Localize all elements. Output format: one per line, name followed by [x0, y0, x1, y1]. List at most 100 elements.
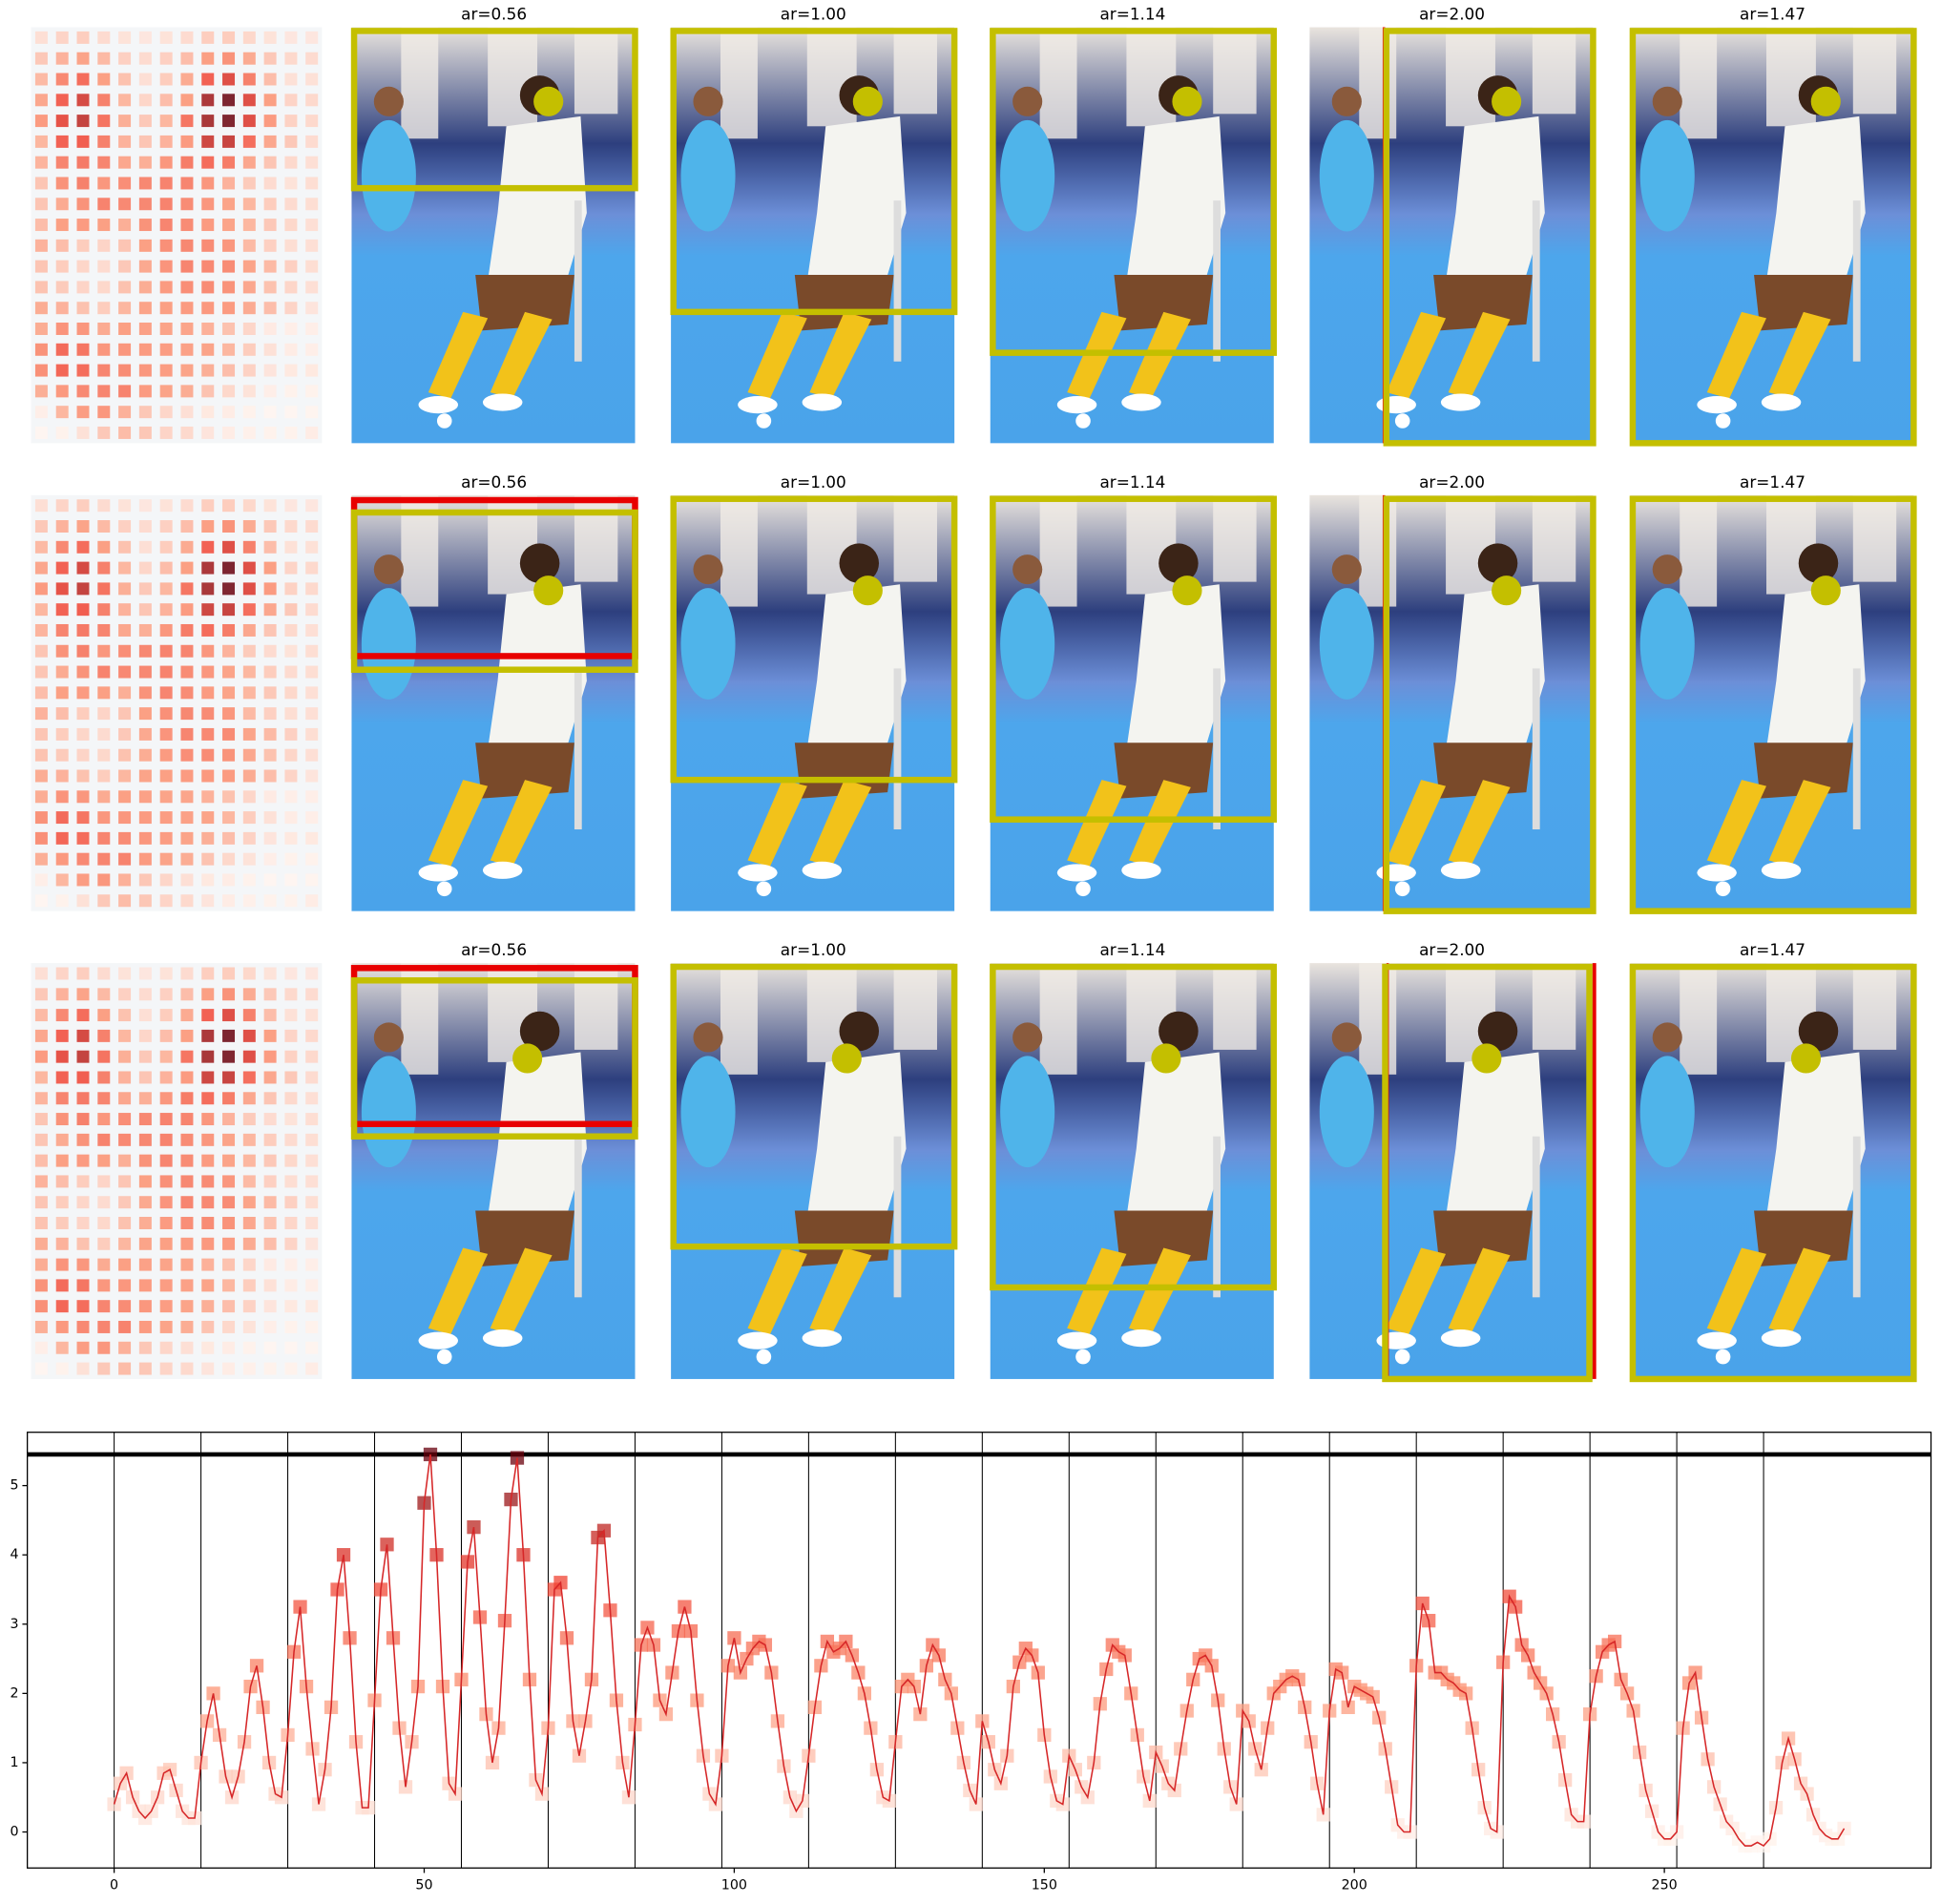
- heatmap-cell: [180, 894, 194, 908]
- heatmap-cell: [55, 1300, 69, 1313]
- heatmap-cell: [222, 177, 236, 190]
- heatmap-cell: [76, 1279, 90, 1292]
- heatmap-cell: [201, 406, 215, 419]
- heatmap-cell: [180, 1258, 194, 1271]
- heatmap-cell: [138, 1133, 152, 1146]
- heatmap-cell: [201, 385, 215, 398]
- heatmap-cell: [55, 94, 69, 107]
- heatmap-cell: [55, 385, 69, 398]
- heatmap-cell: [76, 561, 90, 575]
- heatmap-cell: [34, 1279, 48, 1292]
- heatmap-cell: [222, 1133, 236, 1146]
- heatmap-cell: [138, 811, 152, 825]
- heatmap-cell: [97, 323, 111, 335]
- heatmap-cell: [263, 727, 277, 741]
- heatmap-cell: [118, 52, 132, 65]
- heatmap-cell: [138, 499, 152, 513]
- heatmap-cell: [284, 873, 298, 887]
- heatmap-cell: [34, 426, 48, 439]
- heatmap-cell: [305, 873, 319, 887]
- heatmap-cell: [180, 1320, 194, 1333]
- heatmap-cell: [263, 852, 277, 866]
- heatmap-cell: [97, 1196, 111, 1209]
- heatmap-cell: [180, 1217, 194, 1229]
- heatmap-cell: [34, 790, 48, 804]
- heatmap-cell: [263, 707, 277, 721]
- heatmap-cell: [138, 156, 152, 169]
- image-panels: ar=0.56 ar=1.00 ar=1.14 ar=2.00 ar=1.47 ar=0.…: [31, 5, 1914, 1379]
- heatmap-cell: [76, 540, 90, 554]
- heatmap-cell: [201, 94, 215, 107]
- heatmap-cell: [263, 73, 277, 86]
- heatmap-cell: [97, 364, 111, 377]
- crop-box: [1383, 28, 1597, 447]
- heatmap-cell: [284, 177, 298, 190]
- heatmap-cell: [242, 644, 256, 658]
- heatmap-cell: [118, 623, 132, 637]
- heatmap-cell: [242, 852, 256, 866]
- heatmap-cell: [284, 1217, 298, 1229]
- heatmap-cell: [284, 894, 298, 908]
- heatmap-cell: [159, 239, 173, 252]
- heatmap-cell: [222, 873, 236, 887]
- heatmap-cell: [180, 748, 194, 762]
- heatmap-cell: [76, 31, 90, 44]
- heatmap-cell: [76, 260, 90, 273]
- heatmap-cell: [242, 426, 256, 439]
- heatmap-cell: [284, 426, 298, 439]
- photo: [1309, 27, 1594, 444]
- heatmap-cell: [76, 707, 90, 721]
- heatmap-cell: [284, 582, 298, 596]
- heatmap-cell: [97, 894, 111, 908]
- heatmap-bg: [31, 963, 323, 1379]
- photo: [1309, 494, 1594, 911]
- heatmap-cell: [138, 135, 152, 148]
- heatmap-cell: [55, 406, 69, 419]
- heatmap-cell: [97, 1029, 111, 1042]
- heatmap-cell: [222, 686, 236, 700]
- heatmap-cell: [201, 73, 215, 86]
- heatmap-cell: [34, 894, 48, 908]
- heatmap-cell: [118, 967, 132, 980]
- heatmap-cell: [242, 1133, 256, 1146]
- heatmap-cell: [97, 135, 111, 148]
- heatmap-cell: [305, 790, 319, 804]
- heatmap-cell: [201, 323, 215, 335]
- focus-point: [1151, 1043, 1181, 1074]
- heatmap-cell: [55, 52, 69, 65]
- heatmap-cell: [138, 1092, 152, 1105]
- crop-box: [350, 509, 638, 673]
- heatmap-cell: [76, 665, 90, 679]
- heatmap-cell: [55, 665, 69, 679]
- heatmap-cell: [201, 967, 215, 980]
- heatmap-cell: [97, 873, 111, 887]
- heatmap-cell: [242, 727, 256, 741]
- heatmap-cell: [222, 219, 236, 232]
- heatmap-cell: [263, 219, 277, 232]
- heatmap-cell: [55, 198, 69, 211]
- heatmap-cell: [34, 727, 48, 741]
- heatmap-cell: [55, 852, 69, 866]
- heatmap-cell: [222, 31, 236, 44]
- photo: [351, 27, 636, 444]
- heatmap-cell: [305, 198, 319, 211]
- heatmap-cell: [305, 406, 319, 419]
- heatmap-cell: [201, 302, 215, 315]
- heatmap-cell: [263, 623, 277, 637]
- heatmap-cell: [180, 177, 194, 190]
- heatmap-cell: [138, 623, 152, 637]
- heatmap-cell: [222, 831, 236, 845]
- heatmap-cell: [159, 540, 173, 554]
- heatmap-cell: [55, 1071, 69, 1084]
- heatmap-cell: [34, 1237, 48, 1250]
- heatmap-cell: [180, 686, 194, 700]
- heatmap-cell: [263, 1362, 277, 1375]
- heatmap-cell: [118, 156, 132, 169]
- heatmap-cell: [138, 561, 152, 575]
- heatmap-cell: [97, 426, 111, 439]
- photo: [1630, 494, 1914, 911]
- heatmap-cell: [97, 665, 111, 679]
- heatmap-cell: [263, 894, 277, 908]
- heatmap-cell: [263, 406, 277, 419]
- heatmap-cell: [97, 1279, 111, 1292]
